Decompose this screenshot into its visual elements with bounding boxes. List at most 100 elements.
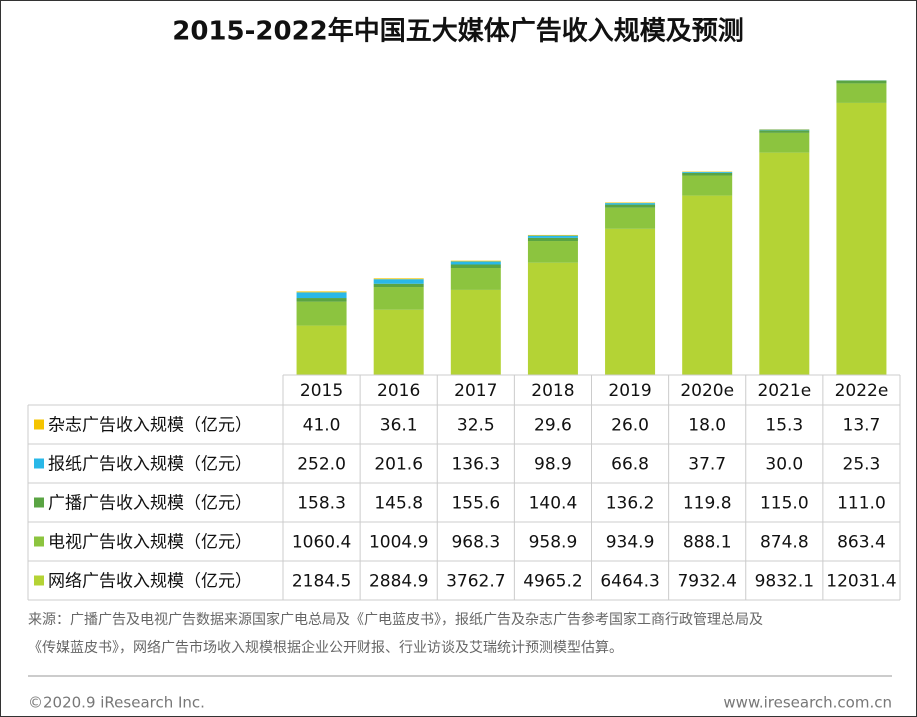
bar-segment [527,234,578,236]
legend-swatch [34,536,44,547]
bar-segment [605,207,656,229]
legend-swatch [34,419,44,430]
bar-segment [296,301,347,326]
bar-segment [605,203,656,205]
bar-segment [836,83,887,103]
bar-segment [373,278,424,280]
table-value: 26.0 [611,416,649,436]
bar-segment [527,237,578,242]
table-value: 15.3 [765,416,803,436]
table-value: 136.2 [606,494,655,514]
legend-swatch [34,497,44,508]
table-value: 12031.4 [826,572,896,592]
table-value: 98.9 [534,455,572,475]
bar-segment [527,235,578,238]
legend-swatch [34,575,44,586]
table-value: 29.6 [534,416,572,436]
table-value: 1060.4 [292,533,351,553]
table-value: 9832.1 [755,572,814,592]
table-value: 111.0 [837,494,886,514]
table-value: 145.8 [374,494,423,514]
x-tick-label: 2016 [377,381,420,401]
source-note: 《传媒蓝皮书》，网络广告市场收入规模根据企业公开财报、行业访谈及艾瑞统计预测模型… [28,639,623,656]
bar-segment [836,102,887,375]
table-value: 155.6 [451,494,500,514]
table-value: 874.8 [760,533,809,553]
legend-label: 报纸广告收入规模（亿元） [48,455,252,475]
table-value: 30.0 [765,455,803,475]
table-value: 158.3 [297,494,346,514]
bar-segment [605,202,656,204]
x-tick-label: 2022e [835,381,889,401]
footer-left: ©2020.9 iResearch Inc. [28,694,205,712]
table-value: 2184.5 [292,572,351,592]
bar-segment [450,261,501,265]
bar-segment [605,228,656,375]
legend-label: 网络广告收入规模（亿元） [48,572,252,592]
table-value: 25.3 [843,455,881,475]
table-value: 3762.7 [446,572,505,592]
bar-segment [450,264,501,269]
bar-segment [450,260,501,262]
bar-segment [836,80,887,84]
table-value: 7932.4 [677,572,736,592]
table-value: 37.7 [688,455,726,475]
table-value: 4965.2 [523,572,582,592]
table-value: 958.9 [529,533,578,553]
x-tick-label: 2019 [608,381,651,401]
bar-segment [759,152,810,375]
x-tick-label: 2021e [757,381,811,401]
bar-segment [759,129,810,131]
bar-segment [527,262,578,375]
legend-label: 杂志广告收入规模（亿元） [48,416,252,436]
bar-segment [296,325,347,375]
footer-right: www.iresearch.com.cn [723,694,892,712]
bar-segment [373,287,424,310]
chart-title: 2015-2022年中国五大媒体广告收入规模及预测 [172,16,744,47]
bar-segment [759,130,810,133]
table-value: 136.3 [451,455,500,475]
x-tick-label: 2015 [300,381,343,401]
bar-segment [682,171,733,173]
legend-label: 电视广告收入规模（亿元） [48,533,252,553]
table-value: 934.9 [606,533,655,553]
table-value: 41.0 [303,416,341,436]
legend-label: 广播广告收入规模（亿元） [48,494,252,514]
source-note: 来源：广播广告及电视广告数据来源国家广电总局及《广电蓝皮书》，报纸广告及杂志广告… [28,611,763,628]
table-value: 2884.9 [369,572,428,592]
bar-segment [373,309,424,375]
table-value: 252.0 [297,455,346,475]
table-value: 140.4 [529,494,578,514]
bar-segment [296,292,347,299]
bar-segment [373,283,424,288]
bar-segment [605,204,656,208]
table-value: 119.8 [683,494,732,514]
x-tick-label: 2017 [454,381,497,401]
bar-segment [759,132,810,153]
bar-segment [682,175,733,196]
legend-swatch [34,458,44,469]
bar-segment [450,268,501,290]
table-value: 32.5 [457,416,495,436]
bar-segment [682,172,733,176]
table-value: 888.1 [683,533,732,553]
table-value: 201.6 [374,455,423,475]
x-tick-label: 2018 [531,381,574,401]
table-value: 863.4 [837,533,886,553]
table-value: 36.1 [380,416,418,436]
table-value: 6464.3 [600,572,659,592]
table-value: 115.0 [760,494,809,514]
table-value: 18.0 [688,416,726,436]
table-value: 13.7 [843,416,881,436]
bar-segment [527,241,578,263]
table-value: 968.3 [451,533,500,553]
bar-segment [682,195,733,375]
table-value: 66.8 [611,455,649,475]
x-tick-label: 2020e [680,381,734,401]
bar-segment [836,80,887,81]
bar-segment [296,291,347,293]
bar-segment [373,279,424,284]
bar-segment [296,298,347,302]
bar-segment [450,289,501,375]
